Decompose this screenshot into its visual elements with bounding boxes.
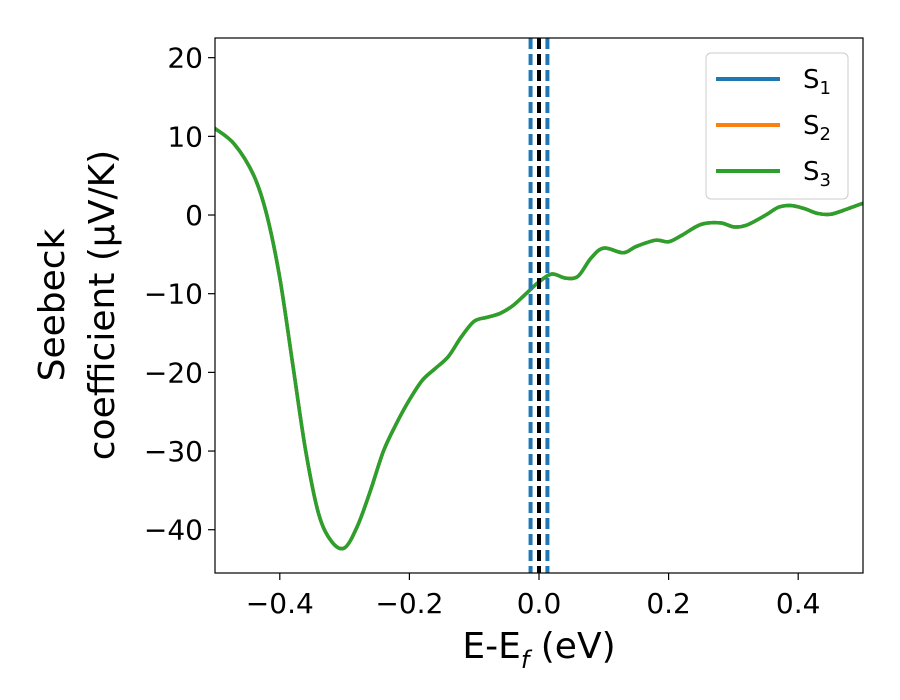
x-axis-label: E-Ef (eV) [462, 626, 615, 674]
legend-label-s3: S3 [803, 157, 831, 191]
plot-area [215, 38, 863, 573]
legend-label-s2: S2 [803, 111, 831, 145]
y-tick-label: −40 [144, 514, 203, 547]
x-tick-label: 0.2 [646, 587, 691, 620]
y-tick-label: 0 [185, 199, 203, 232]
y-tick-label: −10 [144, 278, 203, 311]
x-tick-label: 0.0 [517, 587, 562, 620]
x-tick-label: −0.2 [375, 587, 443, 620]
y-axis-label: Seebeck coefficient (μV/K) [32, 150, 123, 460]
y-axis-label-line2: coefficient (μV/K) [82, 150, 123, 460]
legend-label-s1: S1 [803, 65, 831, 99]
y-axis-label-line1: Seebeck [32, 228, 73, 381]
axis-ticks: −0.4 −0.2 0.0 0.2 0.4 20 10 0 −10 −20 −30 −40 [144, 42, 821, 620]
y-tick-label: 20 [167, 42, 203, 75]
y-tick-label: −20 [144, 356, 203, 389]
legend: S1 S2 S3 [705, 52, 849, 200]
y-tick-label: −30 [144, 435, 203, 468]
series-line-s3 [215, 126, 863, 551]
x-tick-label: −0.4 [246, 587, 314, 620]
y-tick-label: 10 [167, 120, 203, 153]
x-tick-label: 0.4 [776, 587, 821, 620]
